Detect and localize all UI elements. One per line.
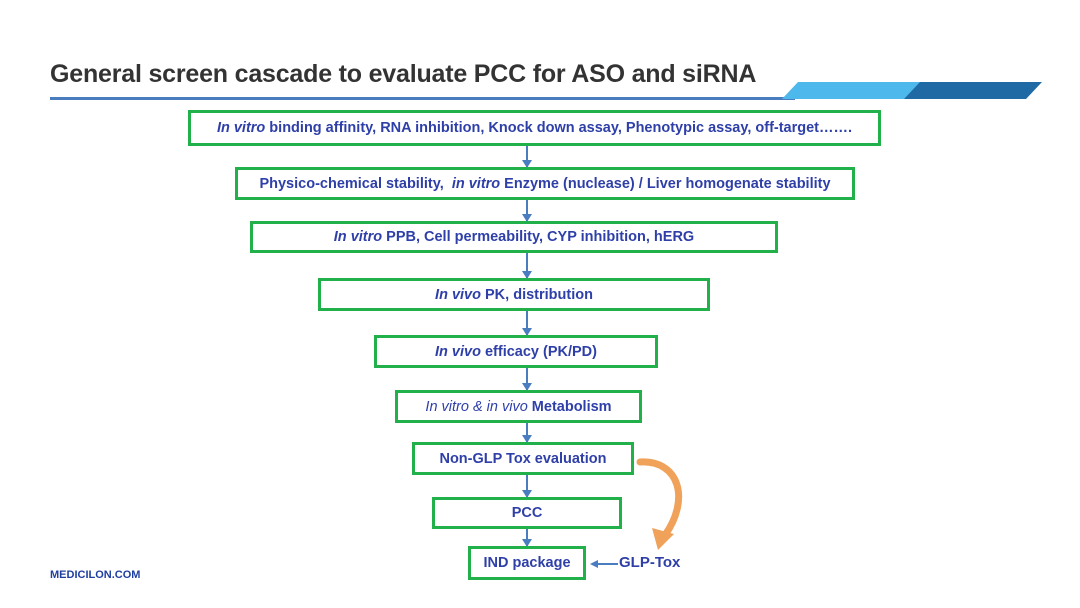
step-text: PCC [511,505,543,521]
slide-title: General screen cascade to evaluate PCC f… [50,60,757,88]
step-text: IND package [483,555,571,571]
down-arrow-icon [522,146,532,168]
step-text: Metabolism [531,398,612,415]
glp-tox-label: GLP-Tox [619,554,681,571]
step-text: PK, distribution [480,286,593,303]
step-text: Physico-chemical stability, [259,175,452,192]
cascade-step-box: IND package [468,546,586,580]
glp-arrow-icon [590,560,618,568]
step-text: PPB, Cell permeability, CYP inhibition, … [382,229,695,245]
cascade-step-box: PCC [432,497,622,529]
step-text: in vitro [451,175,501,192]
title-banner [782,82,1042,99]
down-arrow-icon [522,475,532,498]
step-text: In vivo [435,286,481,303]
title-underline [50,97,795,100]
down-arrow-icon [522,423,532,443]
step-text: binding affinity, RNA inhibition, Knock … [265,120,853,136]
cascade-step-box: In vivo PK, distribution [318,278,710,311]
step-text: In vitro [216,120,266,136]
step-text: In vitro [333,229,383,245]
cascade-step-box: In vitro & in vivo Metabolism [395,390,642,423]
banner-dark-stripe [904,82,1042,99]
step-text: Non-GLP Tox evaluation [439,450,607,467]
cascade-step-box: In vitro binding affinity, RNA inhibitio… [188,110,881,146]
footer-brand: MEDICILON.COM [50,569,141,581]
step-text: efficacy (PK/PD) [480,343,597,360]
cascade-step-box: Non-GLP Tox evaluation [412,442,634,475]
cascade-step-box: In vitro PPB, Cell permeability, CYP inh… [250,221,778,253]
down-arrow-icon [522,200,532,222]
step-text: In vitro & in vivo [425,398,532,415]
cascade-step-box: Physico-chemical stability, in vitro Enz… [235,167,855,200]
banner-light-stripe [782,82,942,99]
step-text: In vivo [435,343,481,360]
down-arrow-icon [522,253,532,279]
step-text: Enzyme (nuclease) / Liver homogenate sta… [500,175,831,192]
down-arrow-icon [522,368,532,391]
curved-arrow-icon [636,458,683,550]
down-arrow-icon [522,311,532,336]
cascade-step-box: In vivo efficacy (PK/PD) [374,335,658,368]
down-arrow-icon [522,529,532,547]
